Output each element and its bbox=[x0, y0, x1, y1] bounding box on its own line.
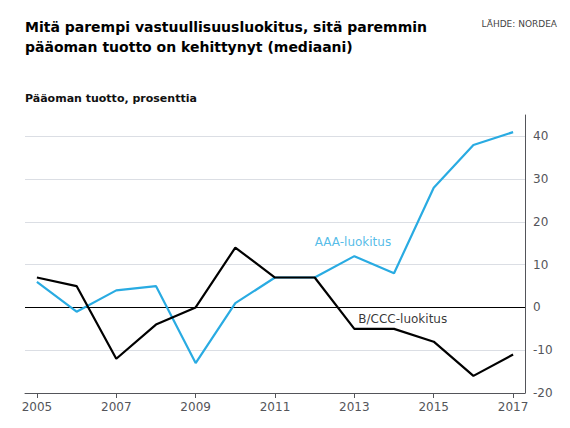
svg-text:2007: 2007 bbox=[101, 400, 132, 414]
svg-text:2015: 2015 bbox=[418, 400, 449, 414]
svg-text:2009: 2009 bbox=[180, 400, 211, 414]
svg-text:0: 0 bbox=[533, 300, 541, 314]
svg-text:-20: -20 bbox=[533, 386, 553, 400]
svg-text:pääoman tuotto on kehittynyt (: pääoman tuotto on kehittynyt (mediaani) bbox=[25, 39, 353, 55]
svg-text:2013: 2013 bbox=[339, 400, 370, 414]
svg-text:B/CCC-luokitus: B/CCC-luokitus bbox=[358, 312, 447, 326]
svg-text:AAA-luokitus: AAA-luokitus bbox=[315, 235, 392, 249]
svg-text:-10: -10 bbox=[533, 343, 553, 357]
svg-text:2011: 2011 bbox=[260, 400, 291, 414]
svg-text:2005: 2005 bbox=[22, 400, 53, 414]
svg-text:Mitä parempi vastuullisuusluok: Mitä parempi vastuullisuusluokitus, sitä… bbox=[25, 19, 427, 35]
svg-text:2017: 2017 bbox=[498, 400, 529, 414]
svg-text:Pääoman tuotto, prosenttia: Pääoman tuotto, prosenttia bbox=[25, 92, 197, 105]
svg-text:20: 20 bbox=[533, 215, 548, 229]
svg-text:40: 40 bbox=[533, 129, 548, 143]
svg-text:30: 30 bbox=[533, 172, 548, 186]
svg-text:LÄHDE: NORDEA: LÄHDE: NORDEA bbox=[482, 19, 558, 29]
svg-text:10: 10 bbox=[533, 258, 548, 272]
